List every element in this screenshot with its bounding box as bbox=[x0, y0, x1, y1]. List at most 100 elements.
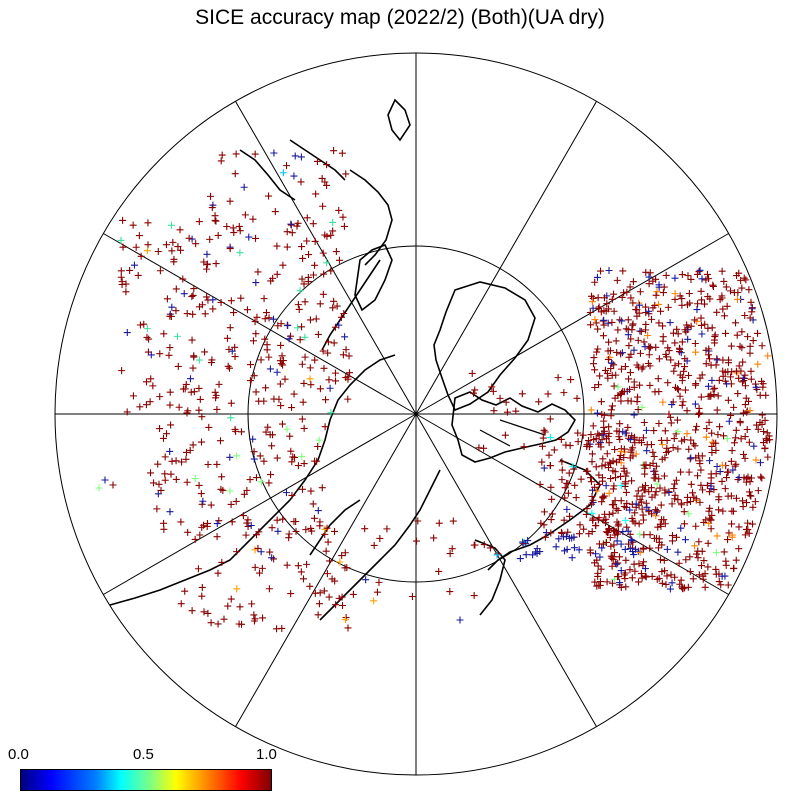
accuracy-marker bbox=[764, 453, 772, 461]
accuracy-marker bbox=[565, 469, 573, 477]
accuracy-marker bbox=[328, 575, 336, 583]
accuracy-marker bbox=[616, 420, 624, 428]
accuracy-marker bbox=[309, 271, 317, 279]
accuracy-marker bbox=[329, 218, 337, 226]
accuracy-marker bbox=[558, 458, 566, 466]
accuracy-marker bbox=[695, 410, 703, 418]
accuracy-marker bbox=[550, 446, 558, 454]
accuracy-marker bbox=[256, 452, 264, 460]
accuracy-marker bbox=[626, 283, 634, 291]
accuracy-marker bbox=[341, 616, 349, 624]
accuracy-marker bbox=[430, 534, 438, 542]
accuracy-marker bbox=[203, 250, 211, 258]
accuracy-marker bbox=[522, 551, 530, 559]
accuracy-marker bbox=[575, 530, 583, 538]
accuracy-marker bbox=[132, 243, 140, 251]
accuracy-marker bbox=[641, 470, 649, 478]
accuracy-marker bbox=[575, 546, 583, 554]
accuracy-marker bbox=[627, 397, 635, 405]
accuracy-marker bbox=[668, 579, 676, 587]
accuracy-marker bbox=[605, 489, 613, 497]
accuracy-marker bbox=[630, 560, 638, 568]
accuracy-marker bbox=[600, 294, 608, 302]
accuracy-marker bbox=[161, 453, 169, 461]
accuracy-marker bbox=[607, 459, 615, 467]
accuracy-marker bbox=[620, 503, 628, 511]
accuracy-marker bbox=[703, 481, 711, 489]
accuracy-marker bbox=[702, 360, 710, 368]
accuracy-marker bbox=[758, 420, 766, 428]
accuracy-marker bbox=[283, 162, 291, 170]
accuracy-marker bbox=[668, 401, 676, 409]
accuracy-marker bbox=[227, 595, 235, 603]
accuracy-marker bbox=[236, 249, 244, 257]
accuracy-marker bbox=[203, 519, 211, 527]
accuracy-marker bbox=[233, 585, 241, 593]
accuracy-marker bbox=[201, 310, 209, 318]
accuracy-marker bbox=[480, 444, 488, 452]
accuracy-marker bbox=[182, 380, 190, 388]
accuracy-marker bbox=[316, 300, 324, 308]
accuracy-marker bbox=[607, 365, 615, 373]
accuracy-marker bbox=[147, 351, 155, 359]
colorbar-tick-max: 1.0 bbox=[256, 746, 277, 763]
accuracy-marker bbox=[685, 468, 693, 476]
accuracy-marker bbox=[618, 317, 626, 325]
accuracy-marker bbox=[724, 396, 732, 404]
accuracy-marker bbox=[605, 439, 613, 447]
accuracy-marker bbox=[195, 481, 203, 489]
accuracy-marker bbox=[746, 314, 754, 322]
accuracy-marker bbox=[278, 420, 286, 428]
accuracy-marker bbox=[134, 271, 142, 279]
accuracy-marker bbox=[198, 301, 206, 309]
accuracy-marker bbox=[665, 347, 673, 355]
accuracy-marker bbox=[252, 474, 260, 482]
accuracy-marker bbox=[718, 267, 726, 275]
accuracy-marker bbox=[282, 489, 290, 497]
accuracy-marker bbox=[741, 401, 749, 409]
accuracy-marker bbox=[142, 401, 150, 409]
accuracy-marker bbox=[260, 295, 268, 303]
accuracy-marker bbox=[309, 500, 317, 508]
accuracy-marker bbox=[298, 323, 306, 331]
accuracy-marker bbox=[650, 427, 658, 435]
accuracy-marker bbox=[147, 375, 155, 383]
accuracy-marker bbox=[653, 480, 661, 488]
accuracy-marker bbox=[117, 236, 125, 244]
accuracy-marker bbox=[684, 335, 692, 343]
accuracy-marker bbox=[289, 453, 297, 461]
accuracy-marker bbox=[737, 435, 745, 443]
accuracy-marker bbox=[160, 519, 168, 527]
accuracy-marker bbox=[615, 573, 623, 581]
accuracy-marker bbox=[179, 385, 187, 393]
accuracy-marker bbox=[269, 274, 277, 282]
accuracy-marker bbox=[346, 369, 354, 377]
accuracy-marker bbox=[747, 367, 755, 375]
accuracy-marker bbox=[290, 518, 298, 526]
accuracy-marker bbox=[747, 298, 755, 306]
accuracy-marker bbox=[732, 319, 740, 327]
accuracy-marker bbox=[136, 321, 144, 329]
accuracy-marker bbox=[735, 362, 743, 370]
accuracy-marker bbox=[605, 423, 613, 431]
accuracy-marker bbox=[593, 273, 601, 281]
accuracy-marker bbox=[704, 351, 712, 359]
accuracy-marker bbox=[723, 474, 731, 482]
accuracy-marker bbox=[229, 224, 237, 232]
accuracy-marker bbox=[321, 231, 329, 239]
accuracy-marker bbox=[335, 256, 343, 264]
accuracy-marker bbox=[324, 349, 332, 357]
accuracy-marker bbox=[330, 297, 338, 305]
accuracy-marker bbox=[587, 321, 595, 329]
accuracy-marker bbox=[342, 374, 350, 382]
accuracy-marker bbox=[609, 509, 617, 517]
accuracy-marker bbox=[646, 531, 654, 539]
accuracy-marker bbox=[713, 532, 721, 540]
accuracy-marker bbox=[700, 518, 708, 526]
accuracy-marker bbox=[623, 469, 631, 477]
accuracy-marker bbox=[652, 512, 660, 520]
accuracy-marker bbox=[606, 347, 614, 355]
accuracy-marker bbox=[290, 390, 298, 398]
accuracy-marker bbox=[283, 561, 291, 569]
accuracy-marker bbox=[724, 581, 732, 589]
